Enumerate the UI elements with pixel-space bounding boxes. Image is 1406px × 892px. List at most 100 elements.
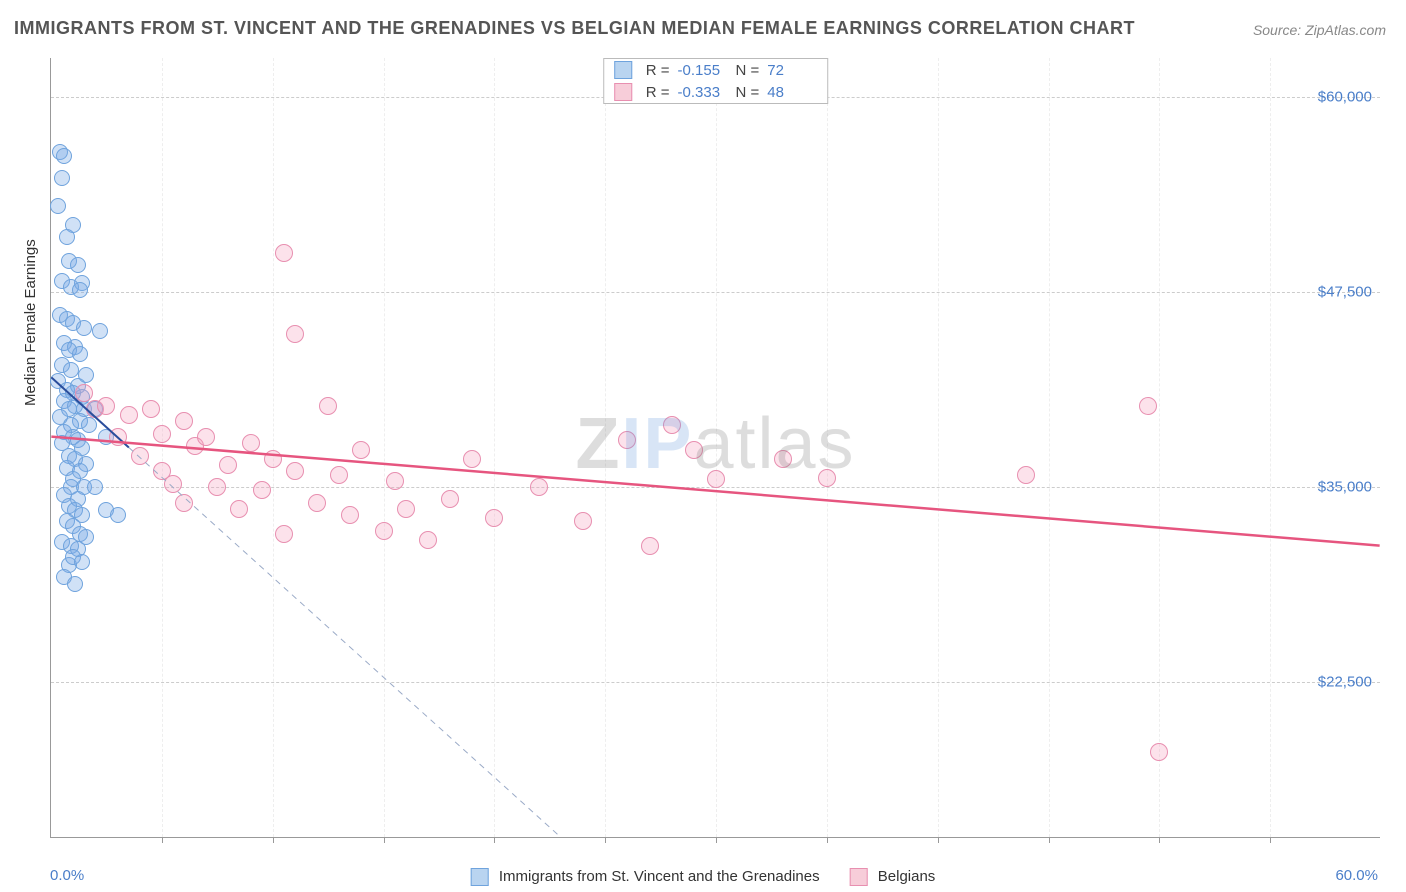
swatch-series2 [850, 868, 868, 886]
data-point [818, 469, 836, 487]
data-point [641, 537, 659, 555]
data-point [441, 490, 459, 508]
data-point [120, 406, 138, 424]
chart-container: IMMIGRANTS FROM ST. VINCENT AND THE GREN… [0, 0, 1406, 892]
data-point [131, 447, 149, 465]
n-value-series1: 72 [767, 62, 817, 79]
data-point [175, 412, 193, 430]
data-point [109, 428, 127, 446]
data-point [208, 478, 226, 496]
data-point [81, 417, 97, 433]
data-point [286, 325, 304, 343]
data-point [97, 397, 115, 415]
y-axis-title: Median Female Earnings [22, 239, 39, 406]
source-label: Source: ZipAtlas.com [1253, 22, 1386, 38]
data-point [1139, 397, 1157, 415]
r-value-series1: -0.155 [678, 62, 728, 79]
x-tick [273, 837, 274, 843]
x-tick [1159, 837, 1160, 843]
data-point [142, 400, 160, 418]
x-axis-max-label: 60.0% [1335, 867, 1378, 884]
x-tick [716, 837, 717, 843]
gridline-vertical [1159, 58, 1160, 837]
data-point [67, 576, 83, 592]
n-label: N = [736, 84, 760, 101]
x-tick [494, 837, 495, 843]
data-point [153, 425, 171, 443]
gridline-vertical [605, 58, 606, 837]
data-point [341, 506, 359, 524]
gridline-vertical [494, 58, 495, 837]
gridline-vertical [827, 58, 828, 837]
r-value-series2: -0.333 [678, 84, 728, 101]
r-label: R = [646, 84, 670, 101]
data-point [352, 441, 370, 459]
data-point [242, 434, 260, 452]
data-point [59, 229, 75, 245]
data-point [72, 282, 88, 298]
data-point [707, 470, 725, 488]
data-point [110, 507, 126, 523]
data-point [75, 384, 93, 402]
data-point [264, 450, 282, 468]
swatch-series1 [471, 868, 489, 886]
swatch-series2 [614, 83, 632, 101]
data-point [92, 323, 108, 339]
data-point [308, 494, 326, 512]
gridline-vertical [1049, 58, 1050, 837]
data-point [618, 431, 636, 449]
legend-item-series2: Belgians [850, 868, 936, 886]
x-tick [1049, 837, 1050, 843]
data-point [463, 450, 481, 468]
data-point [419, 531, 437, 549]
data-point [275, 525, 293, 543]
data-point [530, 478, 548, 496]
data-point [87, 479, 103, 495]
gridline-vertical [716, 58, 717, 837]
data-point [197, 428, 215, 446]
swatch-series1 [614, 61, 632, 79]
data-point [56, 148, 72, 164]
gridline-vertical [162, 58, 163, 837]
r-label: R = [646, 62, 670, 79]
data-point [76, 320, 92, 336]
x-tick [827, 837, 828, 843]
data-point [774, 450, 792, 468]
y-tick-label: $35,000 [1318, 479, 1372, 496]
y-tick-label: $22,500 [1318, 674, 1372, 691]
data-point [72, 346, 88, 362]
series-legend: Immigrants from St. Vincent and the Gren… [471, 868, 936, 886]
data-point [375, 522, 393, 540]
data-point [164, 475, 182, 493]
data-point [70, 257, 86, 273]
y-tick-label: $60,000 [1318, 89, 1372, 106]
x-axis-min-label: 0.0% [50, 867, 84, 884]
data-point [574, 512, 592, 530]
data-point [74, 554, 90, 570]
data-point [663, 416, 681, 434]
x-tick [938, 837, 939, 843]
data-point [330, 466, 348, 484]
legend-item-series1: Immigrants from St. Vincent and the Gren… [471, 868, 820, 886]
gridline-vertical [384, 58, 385, 837]
x-tick [162, 837, 163, 843]
gridline-vertical [1270, 58, 1271, 837]
gridline-vertical [273, 58, 274, 837]
chart-title: IMMIGRANTS FROM ST. VINCENT AND THE GREN… [14, 18, 1135, 39]
stats-row-series1: R = -0.155 N = 72 [604, 59, 828, 81]
data-point [54, 170, 70, 186]
data-point [685, 441, 703, 459]
x-tick [605, 837, 606, 843]
n-label: N = [736, 62, 760, 79]
data-point [386, 472, 404, 490]
legend-label-series2: Belgians [878, 868, 936, 885]
data-point [275, 244, 293, 262]
data-point [253, 481, 271, 499]
x-tick [1270, 837, 1271, 843]
x-tick [384, 837, 385, 843]
y-tick-label: $47,500 [1318, 284, 1372, 301]
data-point [50, 198, 66, 214]
data-point [397, 500, 415, 518]
data-point [485, 509, 503, 527]
data-point [63, 362, 79, 378]
